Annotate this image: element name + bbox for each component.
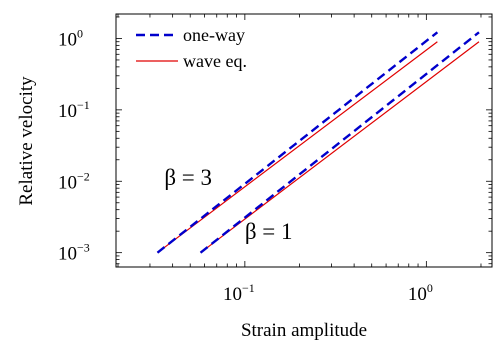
series-line-wave-eq-2 [200,41,480,254]
x-tick-label-exp: −1 [242,281,255,295]
y-tick-label-base: 10 [58,29,77,50]
y-tick-label-base: 10 [58,172,77,193]
x-tick-label-base: 10 [223,284,242,305]
y-tick-label: 10−3 [58,241,90,265]
annotation-label-1: β = 3 [164,165,212,190]
y-tick-label: 10−1 [58,98,90,122]
annotation-label-2: β = 1 [245,219,293,244]
y-tick-label-exp: −1 [77,98,90,112]
series-line-one-way-1 [156,31,439,254]
series-line-wave-eq-1 [157,41,438,254]
y-tick-label-exp: −2 [77,169,90,183]
x-tick-label-exp: 0 [427,281,433,295]
x-tick-label: 100 [408,281,433,305]
x-tick-label-base: 10 [408,284,427,305]
y-tick-label-exp: 0 [77,26,83,40]
y-tick-label: 100 [58,26,83,50]
series-lines [156,31,480,254]
y-tick-label: 10−2 [58,169,90,193]
legend: one-way wave eq. [136,25,247,71]
y-tick-label-base: 10 [58,244,77,265]
legend-label-wave-eq: wave eq. [183,51,247,71]
legend-label-one-way: one-way [183,25,245,45]
axis-ticks [116,14,492,267]
annotations: β = 3 β = 1 [164,165,292,244]
plot-area-frame [115,13,493,268]
series-line-one-way-2 [199,31,480,254]
y-tick-label-exp: −3 [77,241,90,255]
y-tick-label-base: 10 [58,101,77,122]
x-tick-label: 10−1 [223,281,255,305]
x-axis-label: Strain amplitude [241,320,367,341]
y-axis-label: Relative velocity [16,76,37,206]
